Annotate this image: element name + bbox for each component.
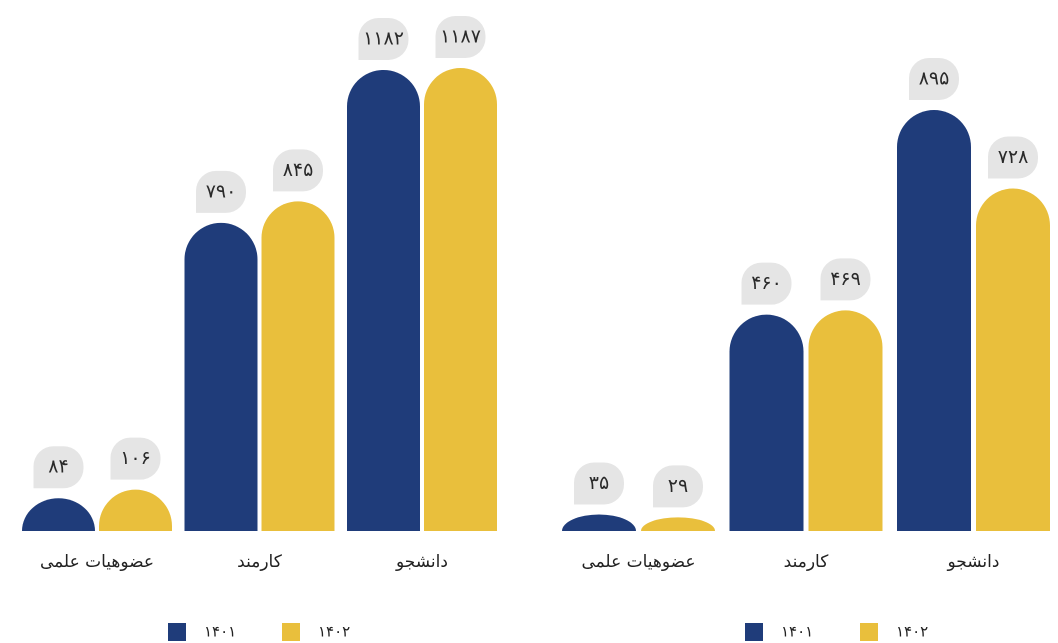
value-label: ۱۰۶ xyxy=(120,447,151,469)
value-label-bubble xyxy=(33,446,84,489)
value-label-bubble xyxy=(435,16,486,58)
bar xyxy=(562,514,636,531)
bar xyxy=(261,201,335,532)
value-label-bubble xyxy=(196,170,246,213)
value-label: ۱۱۸۷ xyxy=(440,26,481,48)
legend-label: ۱۴۰۲ xyxy=(896,623,928,641)
legend-swatch xyxy=(745,623,763,641)
category-label: عضوهیات علمی xyxy=(581,552,695,572)
bar xyxy=(184,222,258,531)
bar xyxy=(99,489,172,531)
value-label: ۸۴۵ xyxy=(283,159,314,181)
legend-swatch xyxy=(168,623,186,641)
legend-swatch xyxy=(860,623,878,641)
value-label-bubble xyxy=(574,462,624,505)
value-label-bubble xyxy=(358,17,409,60)
bar xyxy=(897,110,971,531)
value-label: ۸۹۵ xyxy=(919,68,950,90)
category-label: کارمند xyxy=(784,552,830,572)
value-label-bubble xyxy=(653,465,703,508)
value-label: ۱۱۸۲ xyxy=(363,27,404,49)
legend-label: ۱۴۰۱ xyxy=(781,623,813,641)
value-label-bubble xyxy=(909,58,959,100)
category-label: دانشجو xyxy=(947,552,1000,572)
category-label: دانشجو xyxy=(395,552,448,572)
value-label: ۲۹ xyxy=(668,475,688,497)
bar xyxy=(729,314,804,531)
category-label: کارمند xyxy=(237,552,283,572)
value-label-bubble xyxy=(988,136,1038,179)
value-label: ۴۶۹ xyxy=(830,268,861,290)
bar xyxy=(22,498,95,531)
bar xyxy=(424,68,497,531)
legend-swatch xyxy=(282,623,300,641)
value-label: ۷۲۸ xyxy=(998,146,1029,168)
bar xyxy=(347,69,420,532)
value-label-bubble xyxy=(741,262,792,305)
bar xyxy=(808,310,883,531)
legend-label: ۱۴۰۱ xyxy=(204,623,236,641)
category-label: عضوهیات علمی xyxy=(40,552,154,572)
value-label: ۳۵ xyxy=(589,472,609,494)
legend-label: ۱۴۰۲ xyxy=(318,623,350,641)
bar xyxy=(976,188,1050,531)
value-label: ۷۹۰ xyxy=(206,180,237,202)
value-label: ۸۴ xyxy=(48,456,68,478)
value-label-bubble xyxy=(820,258,871,301)
value-label-bubble xyxy=(273,149,323,192)
value-label: ۴۶۰ xyxy=(751,272,782,294)
bar xyxy=(641,517,715,531)
value-label-bubble xyxy=(110,437,161,480)
